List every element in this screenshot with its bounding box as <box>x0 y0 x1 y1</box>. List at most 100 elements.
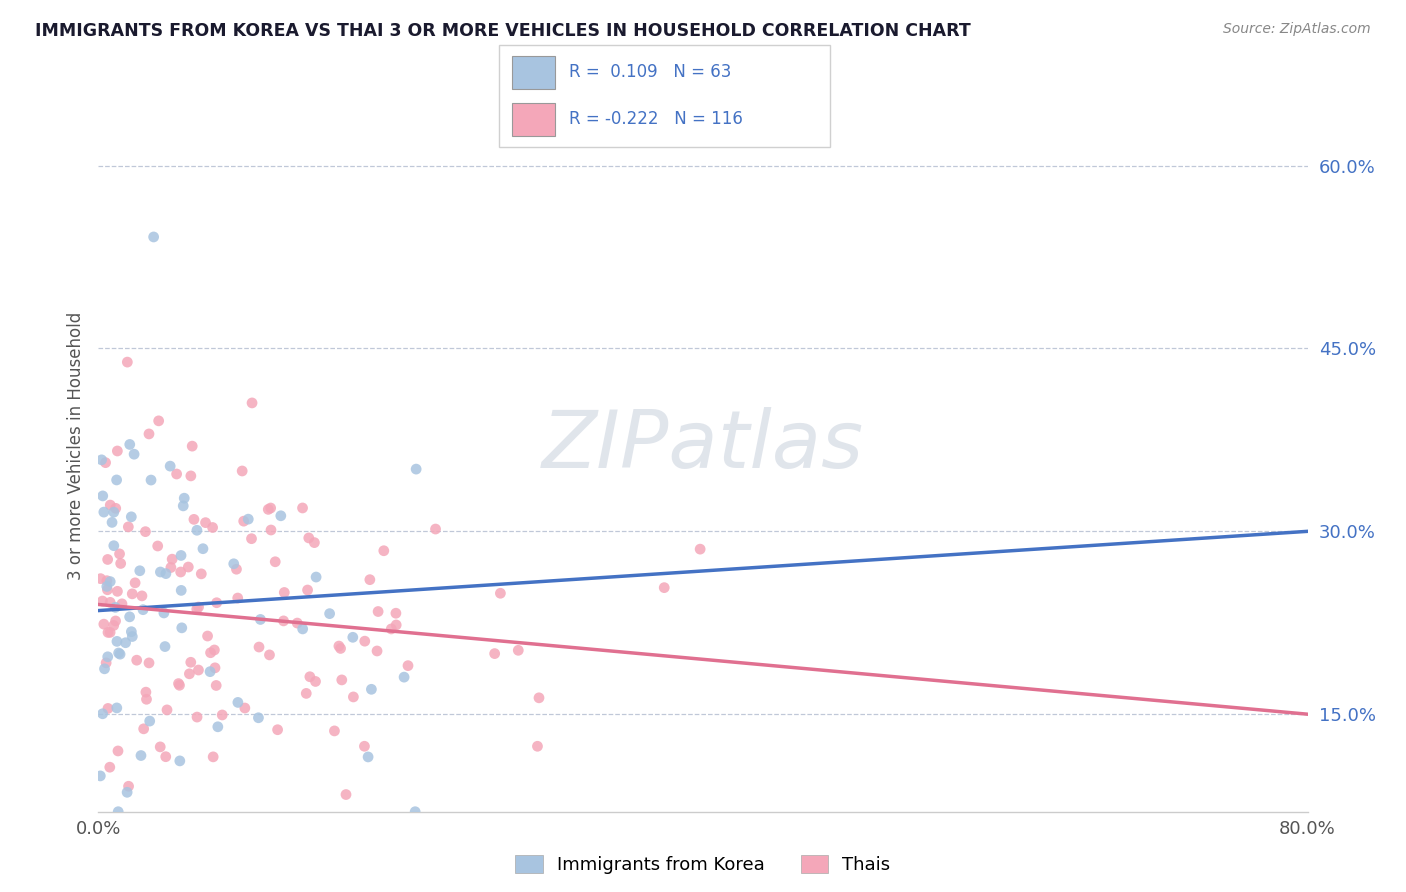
Point <box>232 514 254 528</box>
Point <box>111 597 134 611</box>
Point <box>96 582 118 597</box>
Point <box>187 600 209 615</box>
Point <box>342 690 364 704</box>
Point <box>291 622 314 636</box>
Point <box>202 750 225 764</box>
Point <box>169 754 191 768</box>
Point <box>104 501 127 516</box>
Point <box>323 723 346 738</box>
Text: R =  0.109   N = 63: R = 0.109 N = 63 <box>568 63 731 81</box>
Point <box>93 505 115 519</box>
Point <box>120 624 142 639</box>
Point <box>155 749 177 764</box>
Point <box>226 695 249 709</box>
Point <box>202 643 225 657</box>
Point <box>114 636 136 650</box>
Point <box>367 605 389 619</box>
Point <box>124 575 146 590</box>
Point <box>204 661 226 675</box>
Point <box>526 739 548 754</box>
Point <box>385 606 408 620</box>
Point <box>97 701 120 715</box>
Point <box>132 722 155 736</box>
Point <box>201 520 224 534</box>
Point <box>117 520 139 534</box>
Point <box>328 639 350 653</box>
Point <box>146 539 169 553</box>
Point <box>107 646 129 660</box>
Point <box>194 516 217 530</box>
Point <box>96 579 118 593</box>
Point <box>167 676 190 690</box>
Point <box>91 489 114 503</box>
Point <box>122 447 145 461</box>
Point <box>330 673 353 687</box>
Point <box>153 640 176 654</box>
Point <box>270 508 292 523</box>
Point <box>177 560 200 574</box>
Point <box>200 646 222 660</box>
Point <box>360 682 382 697</box>
Point <box>264 555 287 569</box>
Point <box>138 714 160 728</box>
Point <box>97 625 120 640</box>
Y-axis label: 3 or more Vehicles in Household: 3 or more Vehicles in Household <box>66 312 84 580</box>
Point <box>107 584 129 599</box>
Point <box>108 547 131 561</box>
Point <box>98 625 121 640</box>
Legend: Immigrants from Korea, Thais: Immigrants from Korea, Thais <box>506 846 900 883</box>
Text: R = -0.222   N = 116: R = -0.222 N = 116 <box>568 111 742 128</box>
Point <box>104 600 127 615</box>
Point <box>135 685 157 699</box>
Point <box>142 230 165 244</box>
Point <box>117 355 139 369</box>
Point <box>94 456 117 470</box>
Point <box>197 629 219 643</box>
Point <box>160 552 183 566</box>
Point <box>353 634 375 648</box>
Point <box>115 785 138 799</box>
Point <box>304 535 326 549</box>
Point <box>187 663 209 677</box>
Point <box>117 779 139 793</box>
Point <box>149 739 172 754</box>
Point <box>259 648 281 662</box>
Point <box>121 587 143 601</box>
Point <box>118 437 141 451</box>
Point <box>226 591 249 605</box>
Point <box>105 701 128 715</box>
Point <box>191 541 214 556</box>
Point <box>135 692 157 706</box>
Point <box>260 523 283 537</box>
Point <box>357 750 380 764</box>
Point <box>205 678 228 692</box>
Point <box>233 701 256 715</box>
Point <box>405 462 427 476</box>
Point <box>170 583 193 598</box>
Point <box>108 647 131 661</box>
Point <box>148 414 170 428</box>
Point <box>359 573 381 587</box>
Point <box>396 658 419 673</box>
Point <box>231 464 253 478</box>
Point <box>238 512 260 526</box>
Point <box>484 647 506 661</box>
Point <box>207 720 229 734</box>
Point <box>128 564 150 578</box>
Point <box>186 523 208 537</box>
Point <box>125 653 148 667</box>
Point <box>153 606 176 620</box>
Point <box>90 572 112 586</box>
Point <box>298 670 321 684</box>
Point <box>98 574 121 589</box>
Point <box>105 444 128 458</box>
Point <box>91 706 114 721</box>
Point <box>366 644 388 658</box>
Point <box>170 621 193 635</box>
Point <box>169 678 191 692</box>
Point <box>198 665 221 679</box>
Point <box>190 566 212 581</box>
Point <box>329 641 352 656</box>
Point <box>186 602 208 616</box>
Point <box>172 499 194 513</box>
